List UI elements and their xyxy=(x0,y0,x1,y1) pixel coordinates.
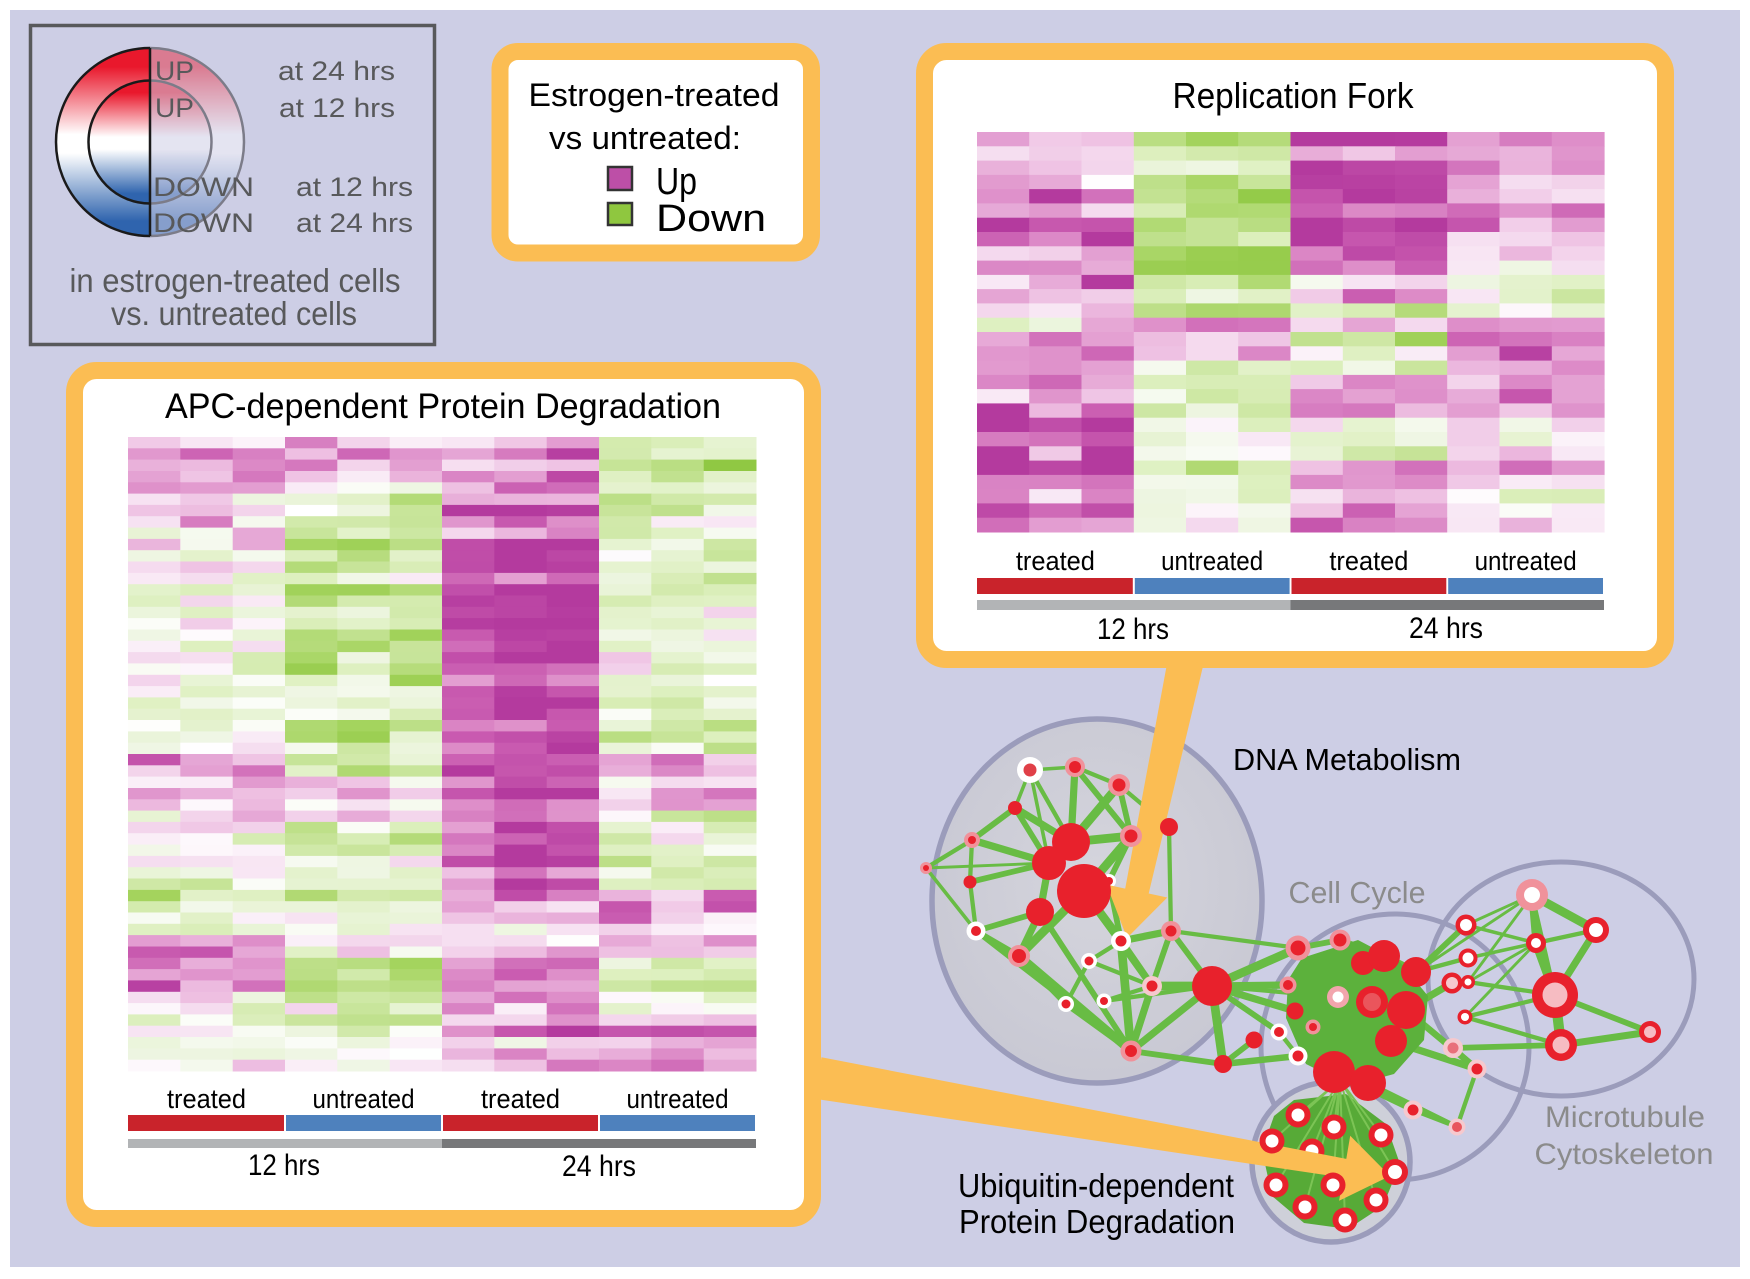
svg-text:untreated: untreated xyxy=(1475,546,1577,576)
svg-text:12 hrs: 12 hrs xyxy=(1097,613,1169,646)
svg-text:Ubiquitin-dependent: Ubiquitin-dependent xyxy=(958,1167,1234,1204)
svg-text:DOWN: DOWN xyxy=(153,208,254,238)
svg-text:Cytoskeleton: Cytoskeleton xyxy=(1535,1138,1714,1171)
svg-text:UP: UP xyxy=(155,56,194,86)
svg-text:24 hrs: 24 hrs xyxy=(562,1150,636,1183)
svg-text:treated: treated xyxy=(167,1084,246,1114)
svg-text:treated: treated xyxy=(1329,546,1408,576)
svg-text:Protein Degradation: Protein Degradation xyxy=(959,1203,1235,1240)
svg-text:DOWN: DOWN xyxy=(153,172,254,202)
svg-text:Down: Down xyxy=(656,198,766,240)
svg-text:Cell Cycle: Cell Cycle xyxy=(1289,875,1426,910)
svg-text:Replication Fork: Replication Fork xyxy=(1173,75,1415,116)
svg-text:in estrogen-treated cells: in estrogen-treated cells xyxy=(70,262,401,299)
svg-text:at 24 hrs: at 24 hrs xyxy=(296,208,413,238)
svg-text:Microtubule: Microtubule xyxy=(1545,1101,1705,1134)
svg-text:vs untreated:: vs untreated: xyxy=(549,120,741,156)
svg-text:12 hrs: 12 hrs xyxy=(248,1149,320,1182)
svg-text:at 12 hrs: at 12 hrs xyxy=(279,93,395,123)
svg-text:treated: treated xyxy=(481,1084,560,1114)
svg-text:vs. untreated cells: vs. untreated cells xyxy=(111,295,357,332)
svg-text:untreated: untreated xyxy=(627,1084,729,1114)
svg-text:Up: Up xyxy=(656,161,697,203)
svg-text:UP: UP xyxy=(155,93,194,123)
svg-text:APC-dependent Protein Degradat: APC-dependent Protein Degradation xyxy=(165,387,721,426)
svg-text:untreated: untreated xyxy=(1161,546,1263,576)
svg-text:treated: treated xyxy=(1016,546,1095,576)
svg-text:at 24 hrs: at 24 hrs xyxy=(278,56,395,86)
svg-text:Estrogen-treated: Estrogen-treated xyxy=(529,77,780,113)
svg-text:DNA Metabolism: DNA Metabolism xyxy=(1233,742,1461,777)
svg-text:at 12 hrs: at 12 hrs xyxy=(296,172,413,202)
svg-text:untreated: untreated xyxy=(313,1084,415,1114)
svg-text:24 hrs: 24 hrs xyxy=(1409,612,1483,645)
